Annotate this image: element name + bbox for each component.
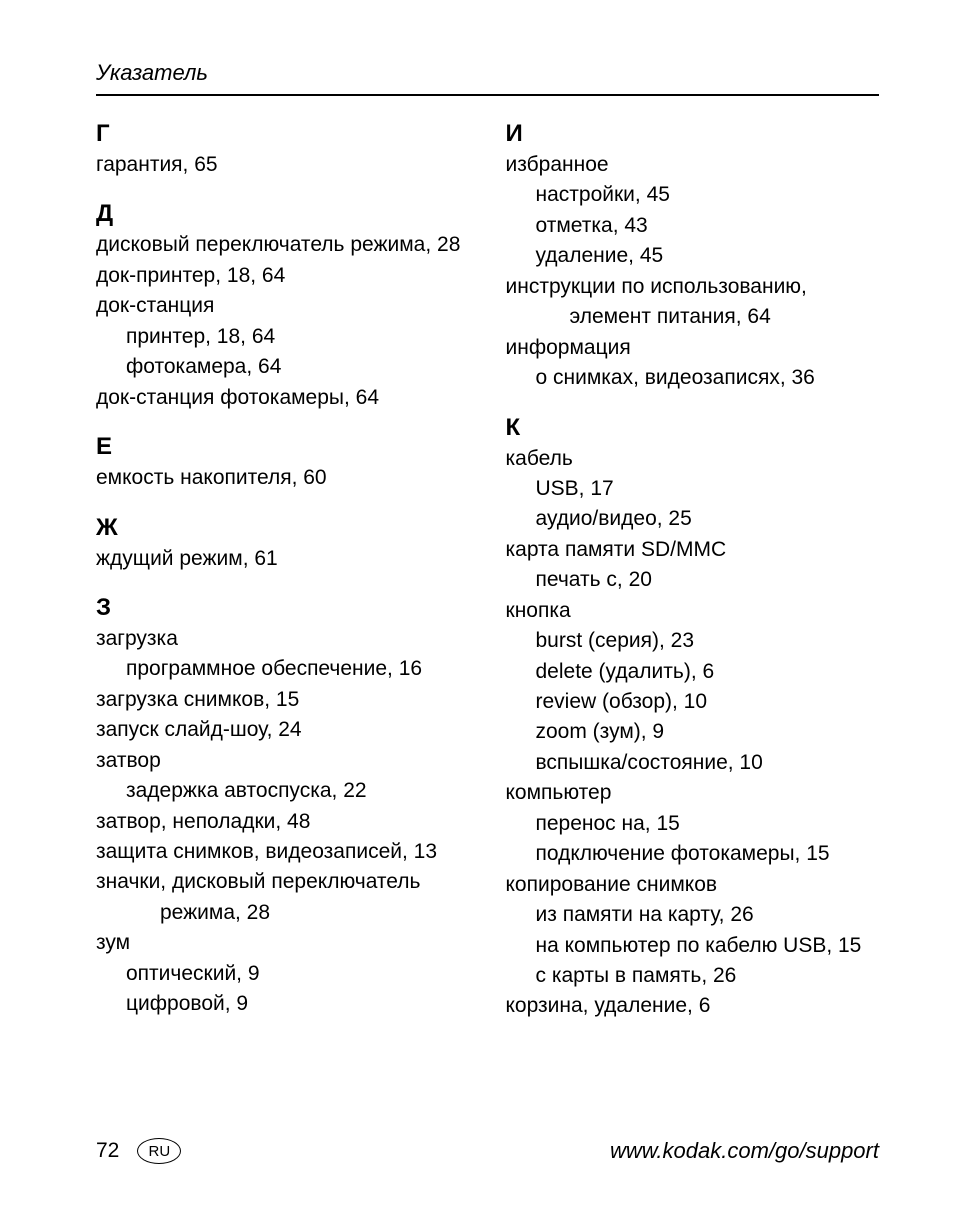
index-entry: док-станция фотокамеры, 64: [96, 383, 470, 413]
index-section: Ззагрузкапрограммное обеспечение, 16загр…: [96, 594, 470, 1020]
index-entry: из памяти на карту, 26: [506, 900, 880, 930]
index-entry: копирование снимков: [506, 870, 880, 900]
page-footer: 72 RU www.kodak.com/go/support: [96, 1138, 879, 1164]
index-entry: печать с, 20: [506, 565, 880, 595]
index-entry: ждущий режим, 61: [96, 544, 470, 574]
index-entry: док-принтер, 18, 64: [96, 261, 470, 291]
section-letter: Г: [96, 120, 470, 148]
index-entry: подключение фотокамеры, 15: [506, 839, 880, 869]
index-entry: док-станция: [96, 291, 470, 321]
section-letter: Е: [96, 433, 470, 461]
page-header-title: Указатель: [96, 60, 879, 86]
section-letter: К: [506, 414, 880, 442]
page-number: 72: [96, 1139, 119, 1163]
index-section: Еемкость накопителя, 60: [96, 433, 470, 493]
index-entry: отметка, 43: [506, 211, 880, 241]
section-letter: И: [506, 120, 880, 148]
index-entry: настройки, 45: [506, 180, 880, 210]
index-entry: burst (серия), 23: [506, 626, 880, 656]
index-section: Ггарантия, 65: [96, 120, 470, 180]
index-entry: перенос на, 15: [506, 809, 880, 839]
index-section: Ддисковый переключатель режима, 28док-пр…: [96, 200, 470, 413]
left-column: Ггарантия, 65 Ддисковый переключатель реж…: [96, 120, 470, 1042]
footer-left: 72 RU: [96, 1138, 181, 1164]
index-entry: загрузка: [96, 624, 470, 654]
index-entry: review (обзор), 10: [506, 687, 880, 717]
index-entry: дисковый переключатель режима, 28: [96, 230, 470, 260]
language-badge: RU: [137, 1138, 181, 1164]
index-entry: карта памяти SD/MMC: [506, 535, 880, 565]
index-entry: гарантия, 65: [96, 150, 470, 180]
index-entry: о снимках, видеозаписях, 36: [506, 363, 880, 393]
index-entry: избранное: [506, 150, 880, 180]
index-entry: на компьютер по кабелю USB, 15: [506, 931, 880, 961]
section-letter: Д: [96, 200, 470, 228]
index-section: Иизбранноенастройки, 45отметка, 43удален…: [506, 120, 880, 394]
section-letter: З: [96, 594, 470, 622]
index-entry: задержка автоспуска, 22: [96, 776, 470, 806]
index-entry: фотокамера, 64: [96, 352, 470, 382]
index-entry: элемент питания, 64: [506, 302, 880, 332]
index-entry: кабель: [506, 444, 880, 474]
index-entry: кнопка: [506, 596, 880, 626]
index-entry: значки, дисковый переключатель: [96, 867, 470, 897]
section-letter: Ж: [96, 514, 470, 542]
index-entry: затвор, неполадки, 48: [96, 807, 470, 837]
index-section: Жждущий режим, 61: [96, 514, 470, 574]
index-entry: удаление, 45: [506, 241, 880, 271]
index-entry: принтер, 18, 64: [96, 322, 470, 352]
index-entry: оптический, 9: [96, 959, 470, 989]
index-entry: программное обеспечение, 16: [96, 654, 470, 684]
index-entry: компьютер: [506, 778, 880, 808]
footer-url: www.kodak.com/go/support: [610, 1138, 879, 1164]
index-entry: затвор: [96, 746, 470, 776]
index-entry: запуск слайд-шоу, 24: [96, 715, 470, 745]
index-entry: зум: [96, 928, 470, 958]
index-entry: цифровой, 9: [96, 989, 470, 1019]
header-rule: [96, 94, 879, 96]
index-entry: delete (удалить), 6: [506, 657, 880, 687]
index-entry: USB, 17: [506, 474, 880, 504]
index-section: КкабельUSB, 17аудио/видео, 25карта памят…: [506, 414, 880, 1022]
index-entry: корзина, удаление, 6: [506, 991, 880, 1021]
index-entry: режима, 28: [96, 898, 470, 928]
index-entry: емкость накопителя, 60: [96, 463, 470, 493]
index-entry: защита снимков, видеозаписей, 13: [96, 837, 470, 867]
right-column: Иизбранноенастройки, 45отметка, 43удален…: [506, 120, 880, 1042]
index-entry: информация: [506, 333, 880, 363]
index-entry: вспышка/состояние, 10: [506, 748, 880, 778]
index-entry: с карты в память, 26: [506, 961, 880, 991]
index-columns: Ггарантия, 65 Ддисковый переключатель реж…: [96, 120, 879, 1042]
index-entry: zoom (зум), 9: [506, 717, 880, 747]
index-entry: аудио/видео, 25: [506, 504, 880, 534]
index-entry: загрузка снимков, 15: [96, 685, 470, 715]
index-entry: инструкции по использованию,: [506, 272, 880, 302]
